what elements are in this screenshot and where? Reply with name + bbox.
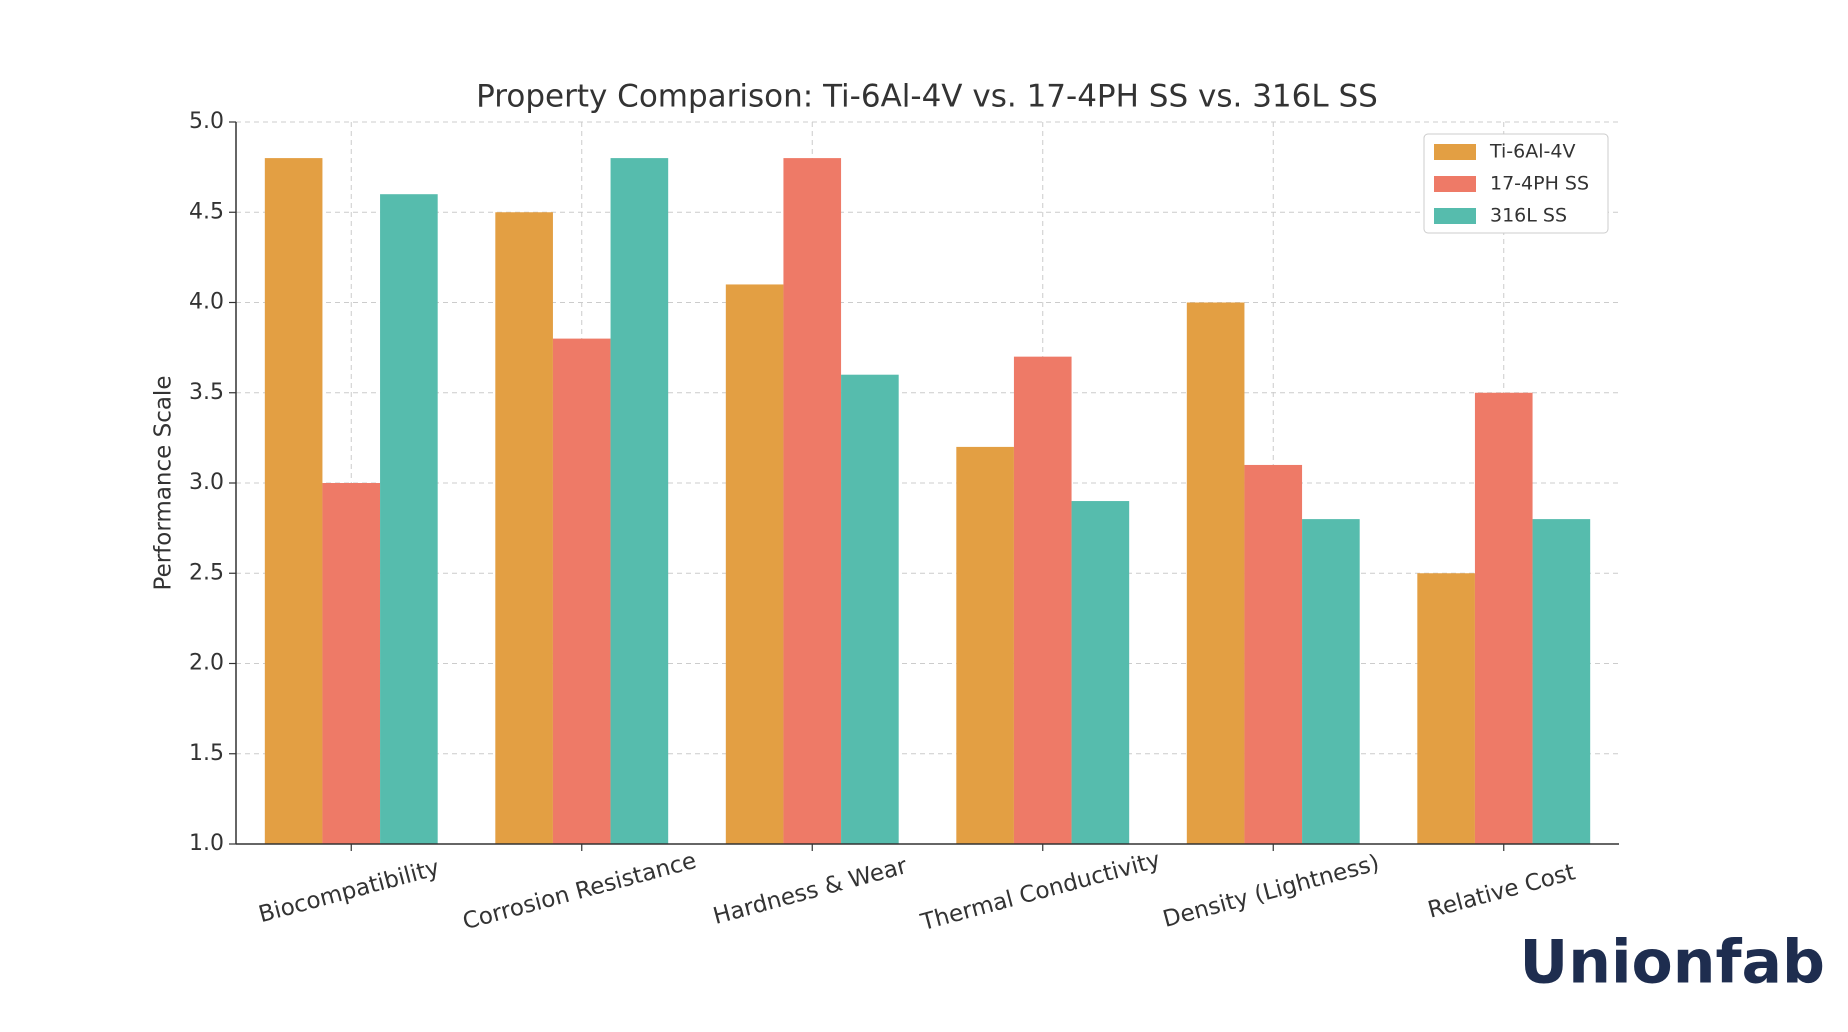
bar <box>1474 392 1533 844</box>
bar <box>1186 302 1245 844</box>
bar <box>495 212 553 844</box>
bar <box>322 483 381 844</box>
bar <box>552 338 611 844</box>
bar <box>956 446 1014 844</box>
bar <box>1244 464 1303 844</box>
bar <box>264 158 323 845</box>
bar <box>610 158 669 845</box>
bar <box>1302 519 1360 844</box>
legend-swatch <box>1434 144 1476 160</box>
bar <box>1071 501 1130 844</box>
y-tick-label: 5.0 <box>189 109 224 134</box>
legend-swatch <box>1434 208 1476 224</box>
bar <box>1013 356 1072 844</box>
chart-title: Property Comparison: Ti-6Al-4V vs. 17-4P… <box>476 79 1378 115</box>
y-tick-label: 2.0 <box>189 651 224 676</box>
bar <box>841 374 899 844</box>
bar <box>725 284 784 844</box>
y-tick-label: 2.5 <box>189 560 224 585</box>
legend-swatch <box>1434 176 1476 192</box>
y-tick-label: 3.5 <box>189 380 224 405</box>
legend-label: Ti-6Al-4V <box>1489 141 1575 163</box>
bar <box>783 158 842 845</box>
bar <box>1417 573 1475 844</box>
bar <box>1532 519 1591 844</box>
y-tick-label: 1.0 <box>189 831 224 856</box>
y-tick-label: 4.0 <box>189 290 224 315</box>
y-tick-label: 4.5 <box>189 199 224 224</box>
legend-label: 316L SS <box>1490 205 1567 227</box>
bar <box>380 194 438 844</box>
y-tick-label: 3.0 <box>189 470 224 495</box>
logo: Unionfab <box>1520 928 1825 998</box>
legend-label: 17-4PH SS <box>1490 173 1589 195</box>
y-axis-label: Performance Scale <box>151 376 177 591</box>
y-tick-label: 1.5 <box>189 741 224 766</box>
